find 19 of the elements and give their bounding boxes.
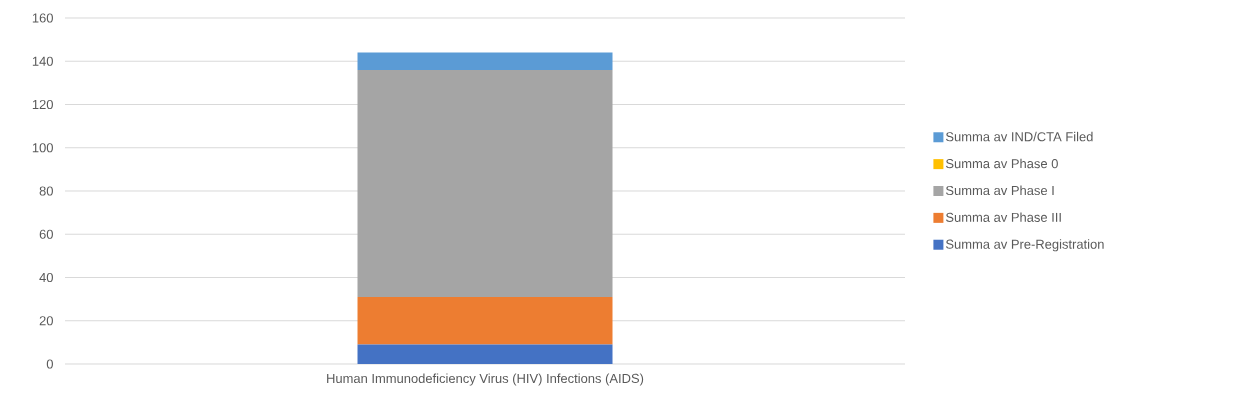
y-tick-label: 160 [32, 13, 53, 23]
bar [357, 296, 613, 345]
y-tick-label: 0 [46, 359, 53, 369]
legend-label: Summa av Phase III [945, 212, 1061, 222]
x-tick-label: Human Immunodeficiency Virus (HIV) Infections (AIDS) [327, 373, 644, 386]
y-tick-label: 40 [39, 272, 53, 283]
bar [357, 344, 613, 364]
y-tick-label: 120 [32, 99, 53, 110]
y-tick-label: 20 [39, 316, 53, 326]
y-tick-label: 60 [39, 229, 53, 239]
bar [357, 69, 613, 297]
bar [357, 52, 613, 70]
y-tick-label: 80 [39, 186, 53, 196]
legend-label: Summa av Phase I [945, 185, 1054, 196]
legend-label: Summa av IND/CTA Filed [945, 131, 1093, 142]
legend-label: Summa av Phase 0 [945, 158, 1058, 169]
y-tick-label: 100 [32, 143, 53, 153]
y-tick-label: 140 [32, 56, 53, 66]
legend-label: Summa av Pre-Registration [945, 239, 1104, 252]
